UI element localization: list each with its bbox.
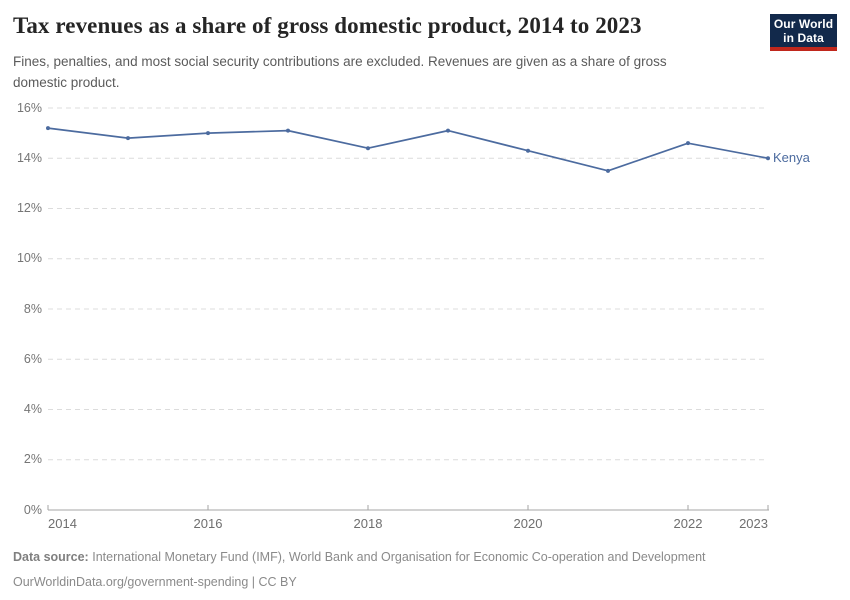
footer-source: Data source: International Monetary Fund… [13,550,706,564]
x-axis-tick-label: 2022 [673,516,703,531]
y-axis-tick-label: 16% [16,100,42,115]
y-axis-tick-label: 6% [23,351,42,366]
data-point [126,136,130,141]
footer-citation-link[interactable]: OurWorldinData.org/government-spending |… [13,575,297,589]
data-line [47,127,769,172]
gridlines [47,107,769,511]
owid-logo-text: Our World in Data [770,14,837,47]
chart-subtitle-line2: domestic product. [13,75,120,90]
owid-logo-red-bar [770,47,837,51]
x-axis-tick-label: 2014 [48,516,77,531]
x-axis-tick-label: 2023 [739,516,768,531]
y-axis-tick-label: 12% [16,201,42,215]
owid-logo-line1: Our World [773,17,834,31]
data-point [766,156,770,161]
y-axis-tick-label: 10% [16,251,42,266]
data-series-kenya [46,126,770,173]
data-point [526,148,530,153]
page-title: Tax revenues as a share of gross domesti… [13,13,642,38]
x-axis-tick-label: 2020 [513,516,543,531]
data-point [206,131,210,136]
owid-logo: Our World in Data [770,14,837,51]
y-axis-tick-label: 8% [23,301,42,316]
footer-source-text: International Monetary Fund (IMF), World… [92,550,706,564]
chart-subtitle-line1: Fines, penalties, and most social securi… [13,54,667,69]
data-point [46,126,50,131]
x-axis-tick-label: 2018 [353,516,383,531]
data-point [286,128,290,133]
data-point [606,168,610,173]
footer-source-label: Data source: [13,550,89,564]
owid-logo-line2: in Data [783,31,824,45]
y-axis-tick-label: 14% [16,150,42,165]
y-axis-tick-label: 4% [23,402,42,416]
series-label-kenya[interactable]: Kenya [773,150,810,166]
data-point [446,128,450,133]
y-axis-tick-label: 0% [23,502,42,517]
y-axis-tick-label: 2% [23,452,42,467]
data-point [366,146,370,151]
chart-subtitle: Fines, penalties, and most social securi… [13,51,667,93]
x-axis-tick-label: 2016 [193,516,223,531]
data-point [686,141,690,146]
